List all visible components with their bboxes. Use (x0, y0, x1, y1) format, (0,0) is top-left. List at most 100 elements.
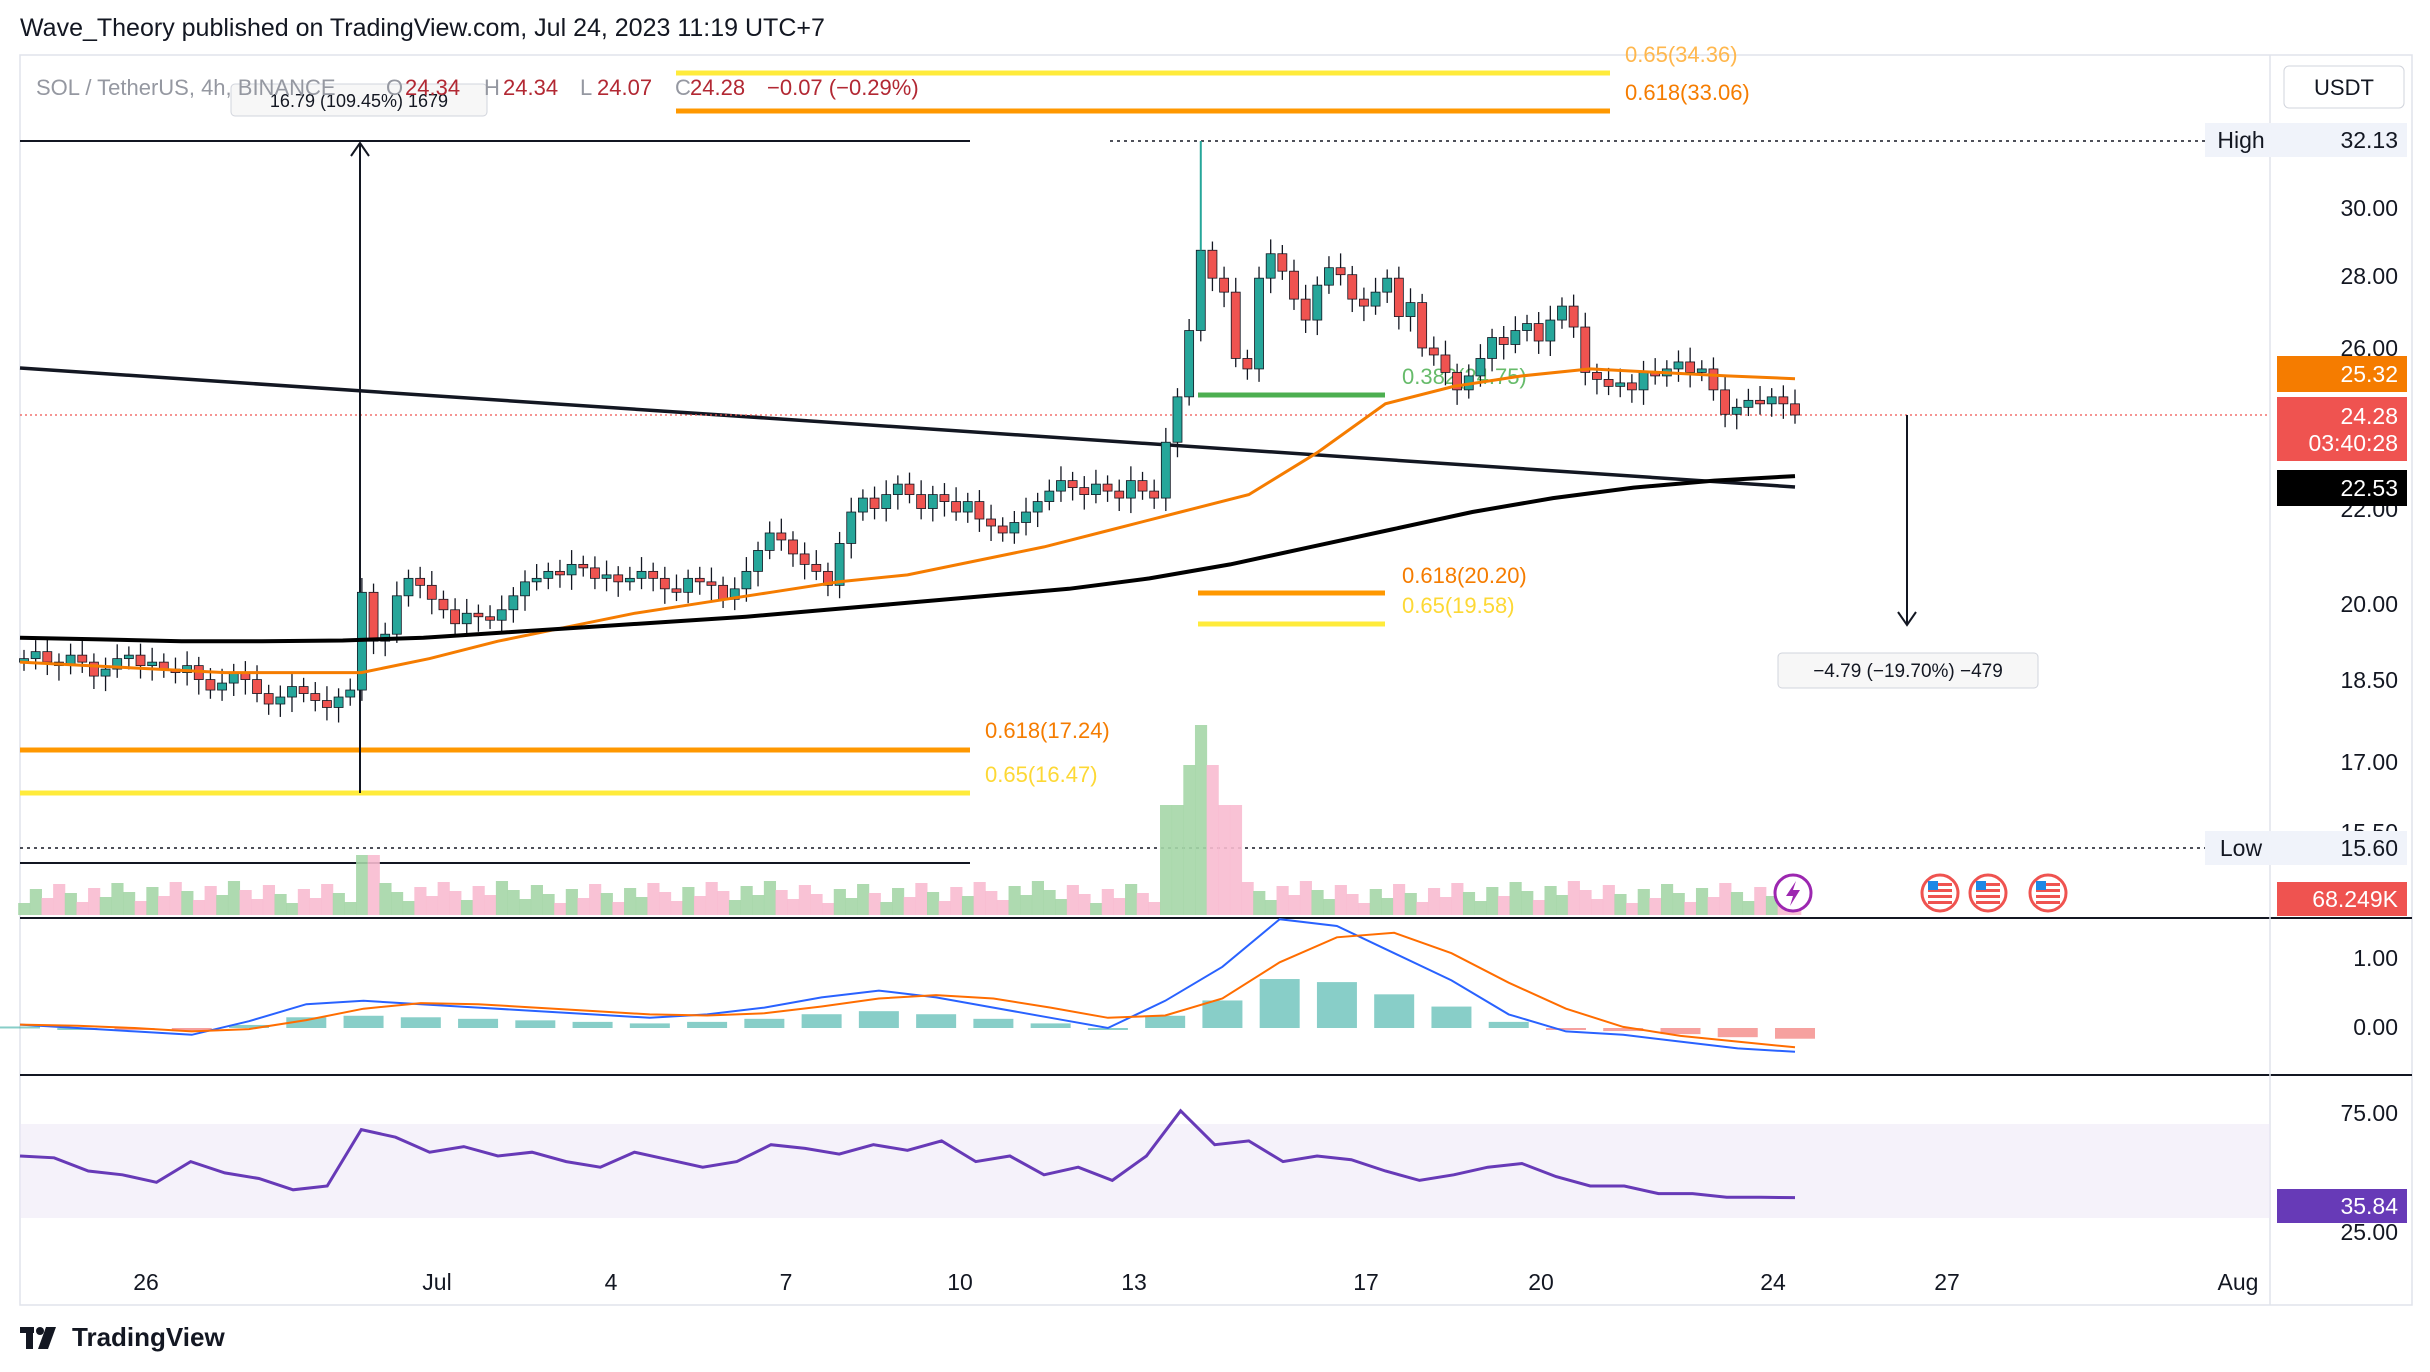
candle-body (1230, 291, 1241, 359)
volume-bar (1276, 886, 1289, 915)
volume-bar (1369, 889, 1382, 915)
volume-bar (693, 896, 707, 915)
volume-bar (1183, 765, 1196, 915)
candle-body (671, 588, 682, 593)
candle-body (426, 584, 437, 600)
candle-body (438, 598, 449, 611)
volume-bar (1101, 889, 1114, 915)
candle-body (1766, 396, 1777, 405)
volume-bar (192, 900, 206, 915)
us-flag-stripe (2036, 889, 2060, 892)
time-tick: 13 (1121, 1269, 1147, 1295)
legend-c-value: 24.28 (690, 75, 745, 100)
candle-body (753, 550, 763, 572)
candle-body (939, 494, 950, 502)
macd-histogram-bar (1545, 1028, 1586, 1030)
volume-bar (169, 882, 182, 915)
macd-histogram-bar (687, 1021, 728, 1028)
volume-bar (740, 886, 753, 915)
macd-histogram-bar (1316, 982, 1357, 1028)
macd-histogram-bar (1259, 979, 1300, 1028)
candle-body (1359, 298, 1369, 307)
us-flag-ring (1920, 873, 1960, 913)
volume-bar (775, 890, 788, 915)
rsi-layer (19, 1108, 1796, 1200)
candle-body (846, 511, 857, 544)
candle-body (1405, 302, 1416, 317)
price-tick: 28.00 (2340, 263, 2398, 289)
candle-body (1545, 319, 1556, 342)
macd-histogram-bar (286, 1017, 327, 1028)
volume-bar (1567, 881, 1580, 915)
volume-bar (1055, 899, 1068, 915)
legend-change: −0.07 (−0.29%) (767, 75, 919, 100)
volume-bar (146, 887, 159, 915)
candle-body (217, 682, 227, 691)
volume-bar (1591, 899, 1604, 915)
currency-button[interactable] (2283, 65, 2405, 109)
volume-bar (973, 882, 986, 915)
tradingview-brand[interactable]: TradingView (20, 1322, 225, 1353)
lightning-event-icon[interactable] (1773, 873, 1813, 913)
volume-bar (1323, 899, 1336, 915)
us-flag-icon (1920, 873, 1960, 913)
candle-body (694, 577, 705, 583)
volume-bar (1416, 902, 1429, 915)
moving-averages-layer (19, 367, 1796, 675)
candle-body (205, 679, 216, 691)
volume-bar (332, 893, 345, 915)
legend-o-label: O (386, 75, 403, 100)
volume-bar (1334, 885, 1347, 915)
candle-body (1289, 270, 1299, 300)
volume-bar (460, 900, 474, 915)
volume-bar (274, 894, 287, 915)
volume-bar (961, 896, 975, 915)
candle-body (892, 483, 903, 495)
candle-body (275, 696, 286, 705)
candle-body (811, 563, 822, 572)
volume-bar (204, 886, 217, 915)
candle-body (1603, 378, 1614, 387)
volume-bar (297, 889, 310, 915)
candle-body (683, 577, 694, 593)
candle-body (1393, 277, 1404, 317)
candle-body (799, 553, 810, 565)
price-tick: 17.00 (2340, 749, 2398, 775)
volume-bar (1521, 891, 1534, 915)
measure-down-arrowhead (1897, 611, 1917, 627)
macd-histogram-bar (572, 1021, 613, 1028)
volume-bar (1299, 881, 1312, 915)
candle-body (508, 595, 519, 611)
volume-bar (1579, 890, 1592, 915)
us-flag-ring (1968, 873, 2008, 913)
volume-bar (926, 892, 940, 915)
volume-bar (1509, 882, 1522, 915)
volume-bar (624, 888, 637, 915)
candle-body (1207, 249, 1218, 279)
volume-bar (1614, 894, 1627, 915)
sma-line (19, 474, 1796, 644)
price-tick: 30.00 (2340, 195, 2398, 221)
volume-bar (1439, 897, 1452, 915)
candle-body (823, 570, 833, 586)
candle-body (1254, 277, 1264, 370)
candle-body (1778, 396, 1789, 405)
currency-button-label[interactable]: USDT (2314, 75, 2374, 100)
volume-bar (717, 891, 730, 915)
low-value-box (2277, 831, 2407, 865)
candles-layer (19, 141, 1800, 723)
volume-bar (833, 889, 846, 915)
volume-bar (507, 890, 520, 915)
tradingview-logo-icon (20, 1326, 56, 1349)
us-flag-stripe (2036, 883, 2060, 886)
candle-body (1743, 399, 1754, 408)
volume-bar (1113, 898, 1126, 915)
volume-bar (356, 855, 369, 915)
rsi-value: 35.84 (2340, 1193, 2398, 1219)
candle-body (869, 497, 880, 509)
brand-name: TradingView (72, 1322, 225, 1352)
us-flag-canton (1976, 881, 1986, 890)
candle-body (30, 651, 41, 660)
